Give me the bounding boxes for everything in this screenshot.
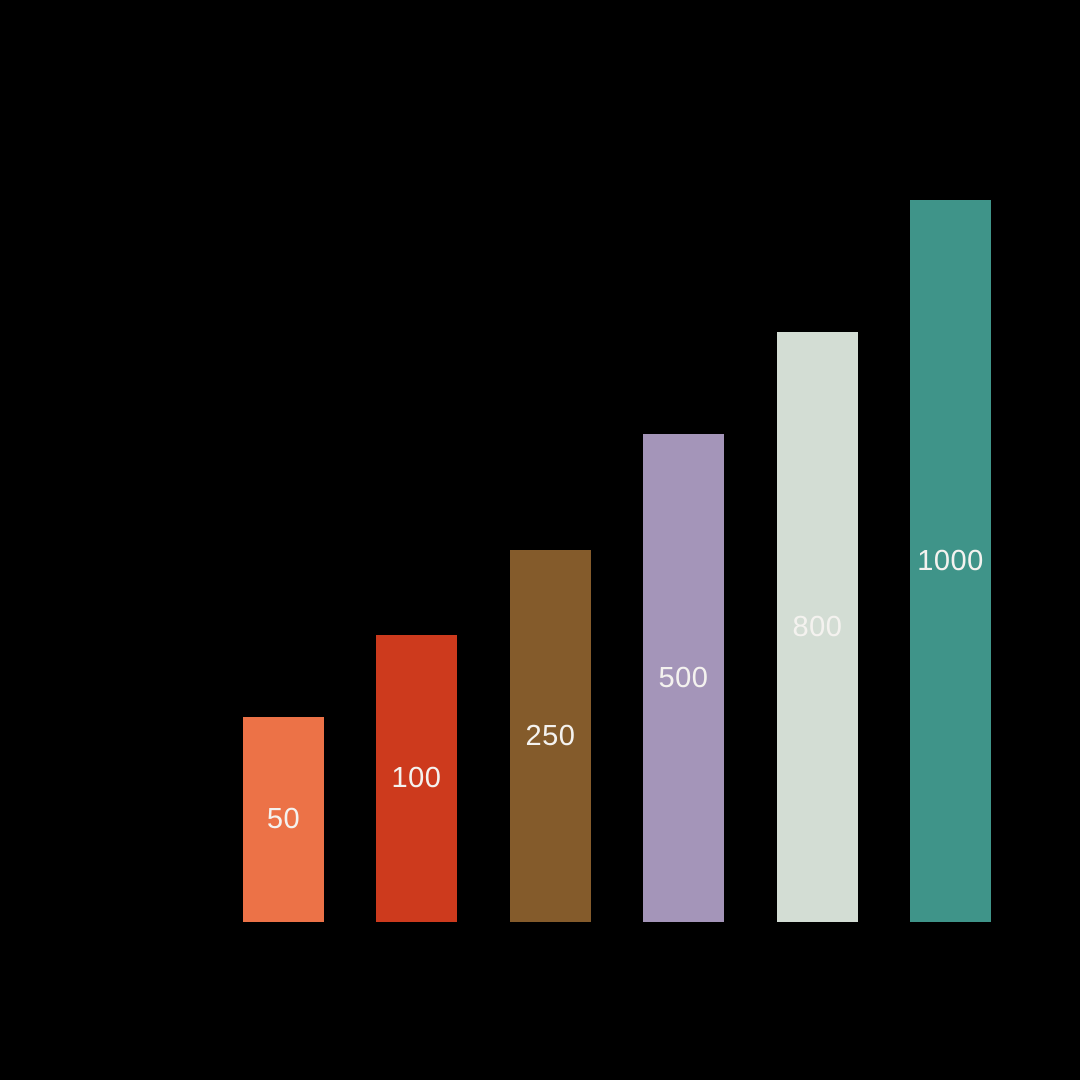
bar-value-label: 800	[792, 610, 843, 643]
bar-value-label: 50	[266, 803, 301, 835]
bar-value-label: 250	[525, 719, 576, 752]
bar-100: 100	[376, 635, 457, 922]
bar-1000: 1000	[910, 200, 991, 922]
bar-value-label: 100	[391, 762, 442, 794]
bar-value-label: 1000	[917, 544, 984, 577]
bar-500: 500	[643, 434, 724, 922]
bar-250: 250	[510, 550, 591, 922]
bar-800: 800	[777, 332, 858, 922]
bar-value-label: 500	[658, 661, 709, 694]
bar-50: 50	[243, 717, 324, 922]
